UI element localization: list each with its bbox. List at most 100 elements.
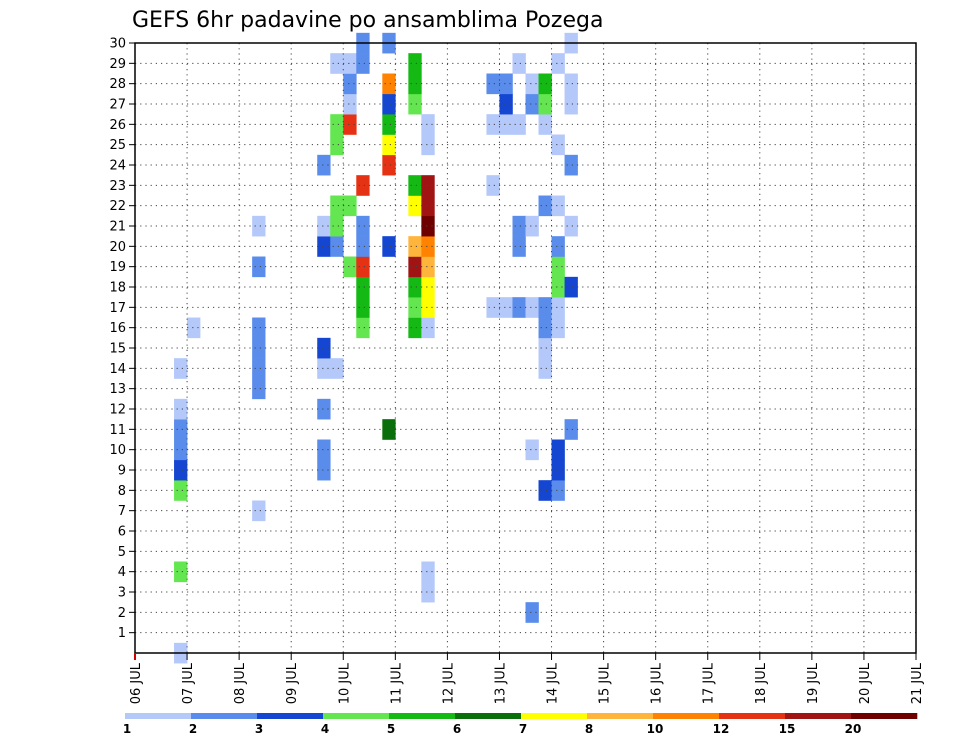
heatmap-cell — [343, 93, 357, 115]
heatmap-cell — [356, 53, 370, 74]
y-tick-label: 17 — [109, 301, 126, 316]
y-tick-label: 16 — [109, 321, 126, 336]
heatmap-cell — [564, 154, 578, 176]
x-tick-label: 15 JUL — [598, 662, 613, 704]
heatmap-cell — [317, 215, 331, 237]
y-tick-label: 4 — [118, 565, 126, 580]
heatmap-cell — [187, 317, 201, 339]
heatmap-cell — [252, 317, 266, 339]
heatmap-cell — [538, 480, 552, 501]
heatmap-cell — [317, 459, 331, 481]
heatmap-cell — [551, 439, 565, 461]
colorbar-swatch — [389, 713, 456, 719]
heatmap-cell — [421, 317, 435, 339]
heatmap-cell — [564, 215, 578, 237]
x-tick-label: 20 JUL — [858, 662, 873, 704]
heatmap-cell — [382, 419, 396, 440]
y-tick-label: 5 — [118, 545, 126, 560]
colorbar-swatch — [653, 713, 720, 719]
y-tick-label: 26 — [109, 118, 126, 133]
x-tick-label: 07 JUL — [181, 662, 196, 704]
heatmap-cell — [330, 134, 344, 156]
heatmap-cell — [356, 215, 370, 237]
heatmap-cell — [551, 276, 565, 298]
heatmap-cell — [512, 53, 526, 74]
heatmap-cell — [174, 419, 188, 440]
heatmap-cell — [252, 500, 266, 522]
heatmap-cell — [317, 154, 331, 176]
heatmap-cell — [421, 297, 435, 318]
colorbar-swatch — [785, 713, 852, 719]
heatmap-cell — [317, 236, 331, 257]
heatmap-cell — [174, 480, 188, 501]
heatmap-cell — [486, 175, 500, 196]
heatmap-cell — [382, 236, 396, 257]
heatmap-cell — [408, 256, 422, 278]
colorbar-swatch — [125, 713, 192, 719]
heatmap-cell — [421, 581, 435, 603]
heatmap-cell — [525, 215, 539, 237]
y-tick-label: 15 — [109, 342, 126, 357]
heatmap-cell — [174, 561, 188, 583]
heatmap-cell — [174, 358, 188, 379]
x-tick-label: 06 JUL — [129, 662, 144, 704]
heatmap-cell — [551, 256, 565, 278]
heatmap-cell — [512, 215, 526, 237]
heatmap-cell — [551, 480, 565, 501]
heatmap-cell — [252, 337, 266, 359]
heatmap-cell — [499, 114, 513, 135]
y-tick-label: 1 — [118, 626, 126, 641]
y-tick-label: 20 — [109, 240, 126, 255]
colorbar-label: 12 — [713, 722, 730, 736]
heatmap-cell — [382, 134, 396, 156]
y-tick-label: 14 — [109, 362, 126, 377]
colorbar-label: 10 — [647, 722, 664, 736]
colorbar-label: 1 — [123, 722, 131, 736]
colorbar-swatch — [191, 713, 258, 719]
heatmap-cell — [330, 215, 344, 237]
heatmap-cell — [538, 195, 552, 217]
y-tick-label: 12 — [109, 403, 126, 418]
x-tick-label: 11 JUL — [389, 662, 404, 704]
heatmap-cell — [174, 459, 188, 481]
heatmap-cell — [356, 236, 370, 257]
heatmap-cell — [317, 398, 331, 420]
heatmap-cell — [343, 53, 357, 74]
x-tick-label: 18 JUL — [754, 662, 769, 704]
heatmap-cell — [486, 73, 500, 95]
heatmap-cell — [330, 53, 344, 74]
heatmap-cell — [499, 93, 513, 115]
heatmap-cell — [551, 236, 565, 257]
x-tick-label: 12 JUL — [441, 662, 456, 704]
x-tick-label: 13 JUL — [494, 662, 509, 704]
y-tick-label: 30 — [109, 37, 126, 52]
x-tick-label: 08 JUL — [233, 662, 248, 704]
colorbar: 1 2 3 4 5 6 7 8 10 12 15 20 — [123, 713, 918, 736]
heatmap-cell — [408, 276, 422, 298]
heatmap-cell — [551, 134, 565, 156]
heatmap-cell — [499, 297, 513, 318]
heatmap-cell — [512, 236, 526, 257]
heatmap-cell — [408, 93, 422, 115]
heatmap-cell — [421, 561, 435, 583]
heatmap-cell — [551, 195, 565, 217]
heatmap-cell — [421, 215, 435, 237]
heatmap-cell — [421, 276, 435, 298]
colorbar-label: 6 — [453, 722, 461, 736]
colorbar-swatch — [851, 713, 918, 719]
colorbar-label: 3 — [255, 722, 263, 736]
heatmap-cell — [174, 398, 188, 420]
heatmap-cell — [343, 195, 357, 217]
y-tick-label: 18 — [109, 281, 126, 296]
heatmap-cell — [252, 358, 266, 379]
y-tick-label: 2 — [118, 606, 126, 621]
heatmap-cell — [551, 459, 565, 481]
x-tick-label: 21 JUL — [910, 662, 925, 704]
x-tick-label: 16 JUL — [650, 662, 665, 704]
heatmap-cell — [252, 256, 266, 278]
x-tick-label: 09 JUL — [285, 662, 300, 704]
x-tick-label: 19 JUL — [806, 662, 821, 704]
heatmap-cell — [174, 439, 188, 461]
heatmap-cell — [317, 439, 331, 461]
heatmap-cell — [343, 114, 357, 135]
